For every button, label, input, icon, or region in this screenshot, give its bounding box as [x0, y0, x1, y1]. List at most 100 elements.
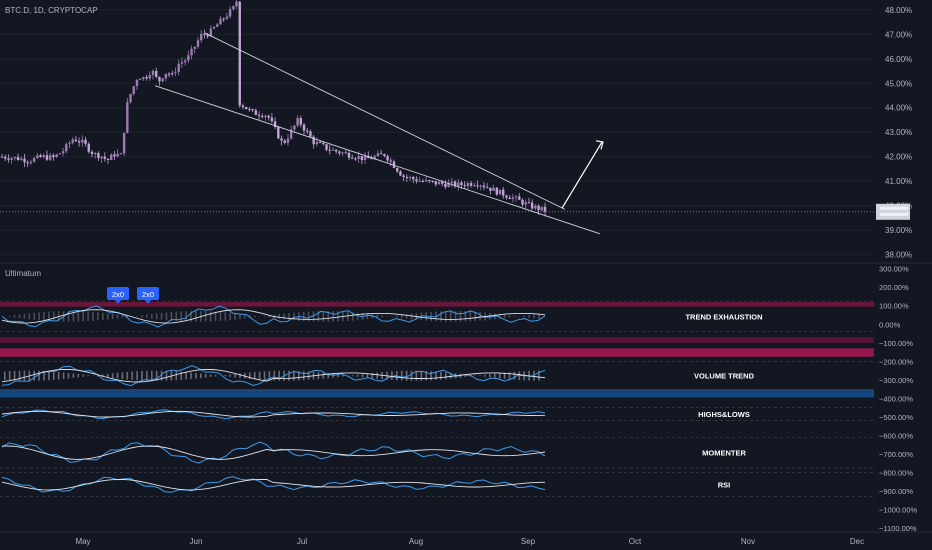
- candle-body: [379, 153, 383, 155]
- candle-body: [508, 197, 511, 200]
- histogram-bar: [165, 312, 168, 321]
- price-pane[interactable]: BTC.D, 1D, CRYPTOCAP: [0, 0, 874, 256]
- candle-body: [318, 141, 322, 143]
- candle-body: [505, 195, 508, 198]
- candle-body: [457, 182, 460, 187]
- histogram-bar: [102, 312, 104, 320]
- candle-body: [479, 185, 482, 187]
- indicator-line-slow: [1, 478, 546, 491]
- candle-body: [460, 182, 463, 186]
- histogram-bar: [337, 311, 339, 322]
- histogram-bar: [253, 315, 256, 318]
- indicator-tick-label: −700.00%: [879, 450, 913, 459]
- indicator-pane[interactable]: Ultimatum TREND EXHAUSTION VOLUME TREND HI…: [0, 269, 874, 497]
- candle-body: [126, 102, 129, 133]
- histogram-bar: [494, 373, 496, 378]
- candle-body: [543, 206, 547, 212]
- indicator-axis[interactable]: 300.00% 200.00% 100.00% 0.00% −100.00% −200.0…: [879, 265, 917, 534]
- histogram-bar: [190, 311, 192, 322]
- band-upper-zone: [0, 302, 874, 307]
- current-price-tag: [876, 203, 910, 220]
- histogram-bar: [342, 374, 344, 377]
- histogram-bar: [53, 371, 55, 380]
- candle-body: [396, 167, 399, 172]
- candle-body: [261, 116, 264, 118]
- histogram-bar: [195, 311, 197, 322]
- candle-body: [293, 125, 296, 130]
- signal-badge-label: 2x0: [142, 290, 154, 299]
- histogram-bar: [425, 370, 427, 381]
- histogram-bar: [474, 311, 476, 322]
- candle-body: [7, 158, 10, 160]
- candle-body: [489, 187, 492, 191]
- histogram-bar: [121, 372, 124, 380]
- candle-body: [328, 149, 331, 151]
- histogram-bar: [464, 311, 467, 322]
- candle-body: [29, 161, 33, 163]
- histogram-bar: [229, 312, 231, 321]
- candle-body: [10, 158, 13, 160]
- histogram-bar: [180, 311, 182, 322]
- price-tick-label: 44.00%: [885, 104, 912, 113]
- candle-body: [20, 158, 23, 161]
- signal-badge-pointer: [145, 300, 151, 304]
- month-tick-label: Oct: [629, 537, 642, 546]
- time-axis[interactable]: May Jun Jul Aug Sep Oct Nov Dec: [75, 537, 864, 546]
- candle-body: [16, 156, 20, 161]
- histogram-bar: [97, 312, 99, 321]
- histogram-bar: [498, 373, 501, 379]
- histogram-bar: [4, 371, 6, 380]
- signal-badges[interactable]: 2x0 2x0: [107, 287, 159, 304]
- candle-body: [13, 156, 17, 159]
- candle-body: [341, 152, 344, 154]
- sub-indicator-label: RSI: [718, 481, 731, 490]
- candle-body: [113, 154, 116, 157]
- candle-body: [87, 143, 90, 152]
- histogram-bar: [180, 371, 182, 380]
- indicator-tick-label: 200.00%: [879, 283, 909, 292]
- histogram-bar: [307, 311, 310, 322]
- indicator-tick-label: −500.00%: [879, 413, 913, 422]
- histogram-bar: [229, 374, 231, 377]
- candle-body: [225, 16, 229, 19]
- indicator-line-slow: [1, 368, 546, 383]
- candle-body: [238, 1, 241, 106]
- candle-body: [4, 156, 7, 159]
- candle-body: [363, 155, 367, 161]
- signal-badge[interactable]: [137, 287, 159, 300]
- histogram-bar: [38, 312, 40, 321]
- candle-body: [200, 33, 203, 41]
- histogram-bar: [8, 315, 11, 318]
- histogram-bar: [503, 314, 506, 319]
- candle-body: [36, 155, 39, 158]
- histogram-bar: [523, 315, 525, 318]
- candle-body: [132, 86, 135, 94]
- histogram-bar: [253, 371, 256, 380]
- histogram-bar: [371, 372, 374, 379]
- candle-body: [164, 73, 168, 79]
- histogram-bar: [528, 314, 530, 318]
- candle-body: [235, 1, 238, 7]
- histogram-bar: [533, 370, 535, 381]
- candle-body: [119, 153, 123, 155]
- histogram-bar: [400, 370, 403, 381]
- indicator-tick-label: −800.00%: [879, 469, 913, 478]
- candle-body: [32, 157, 36, 162]
- signal-badge[interactable]: [107, 287, 129, 300]
- histogram-bar: [18, 314, 21, 319]
- candle-body: [145, 77, 148, 79]
- candle-body: [52, 155, 55, 158]
- candle-body: [514, 196, 518, 198]
- indicator-tick-label: 300.00%: [879, 265, 909, 274]
- histogram-bar: [224, 312, 227, 321]
- price-axis[interactable]: 48.00% 47.00% 46.00% 45.00% 44.00% 43.00% 42.0…: [876, 6, 912, 260]
- price-tick-label: 47.00%: [885, 30, 912, 39]
- histogram-bar: [204, 373, 207, 378]
- indicator-tick-label: −900.00%: [879, 487, 913, 496]
- candle-body: [296, 118, 299, 126]
- candle-body: [370, 158, 373, 160]
- histogram-bar: [33, 312, 35, 320]
- candle-body: [399, 171, 402, 176]
- wedge-upper-line: [204, 32, 566, 210]
